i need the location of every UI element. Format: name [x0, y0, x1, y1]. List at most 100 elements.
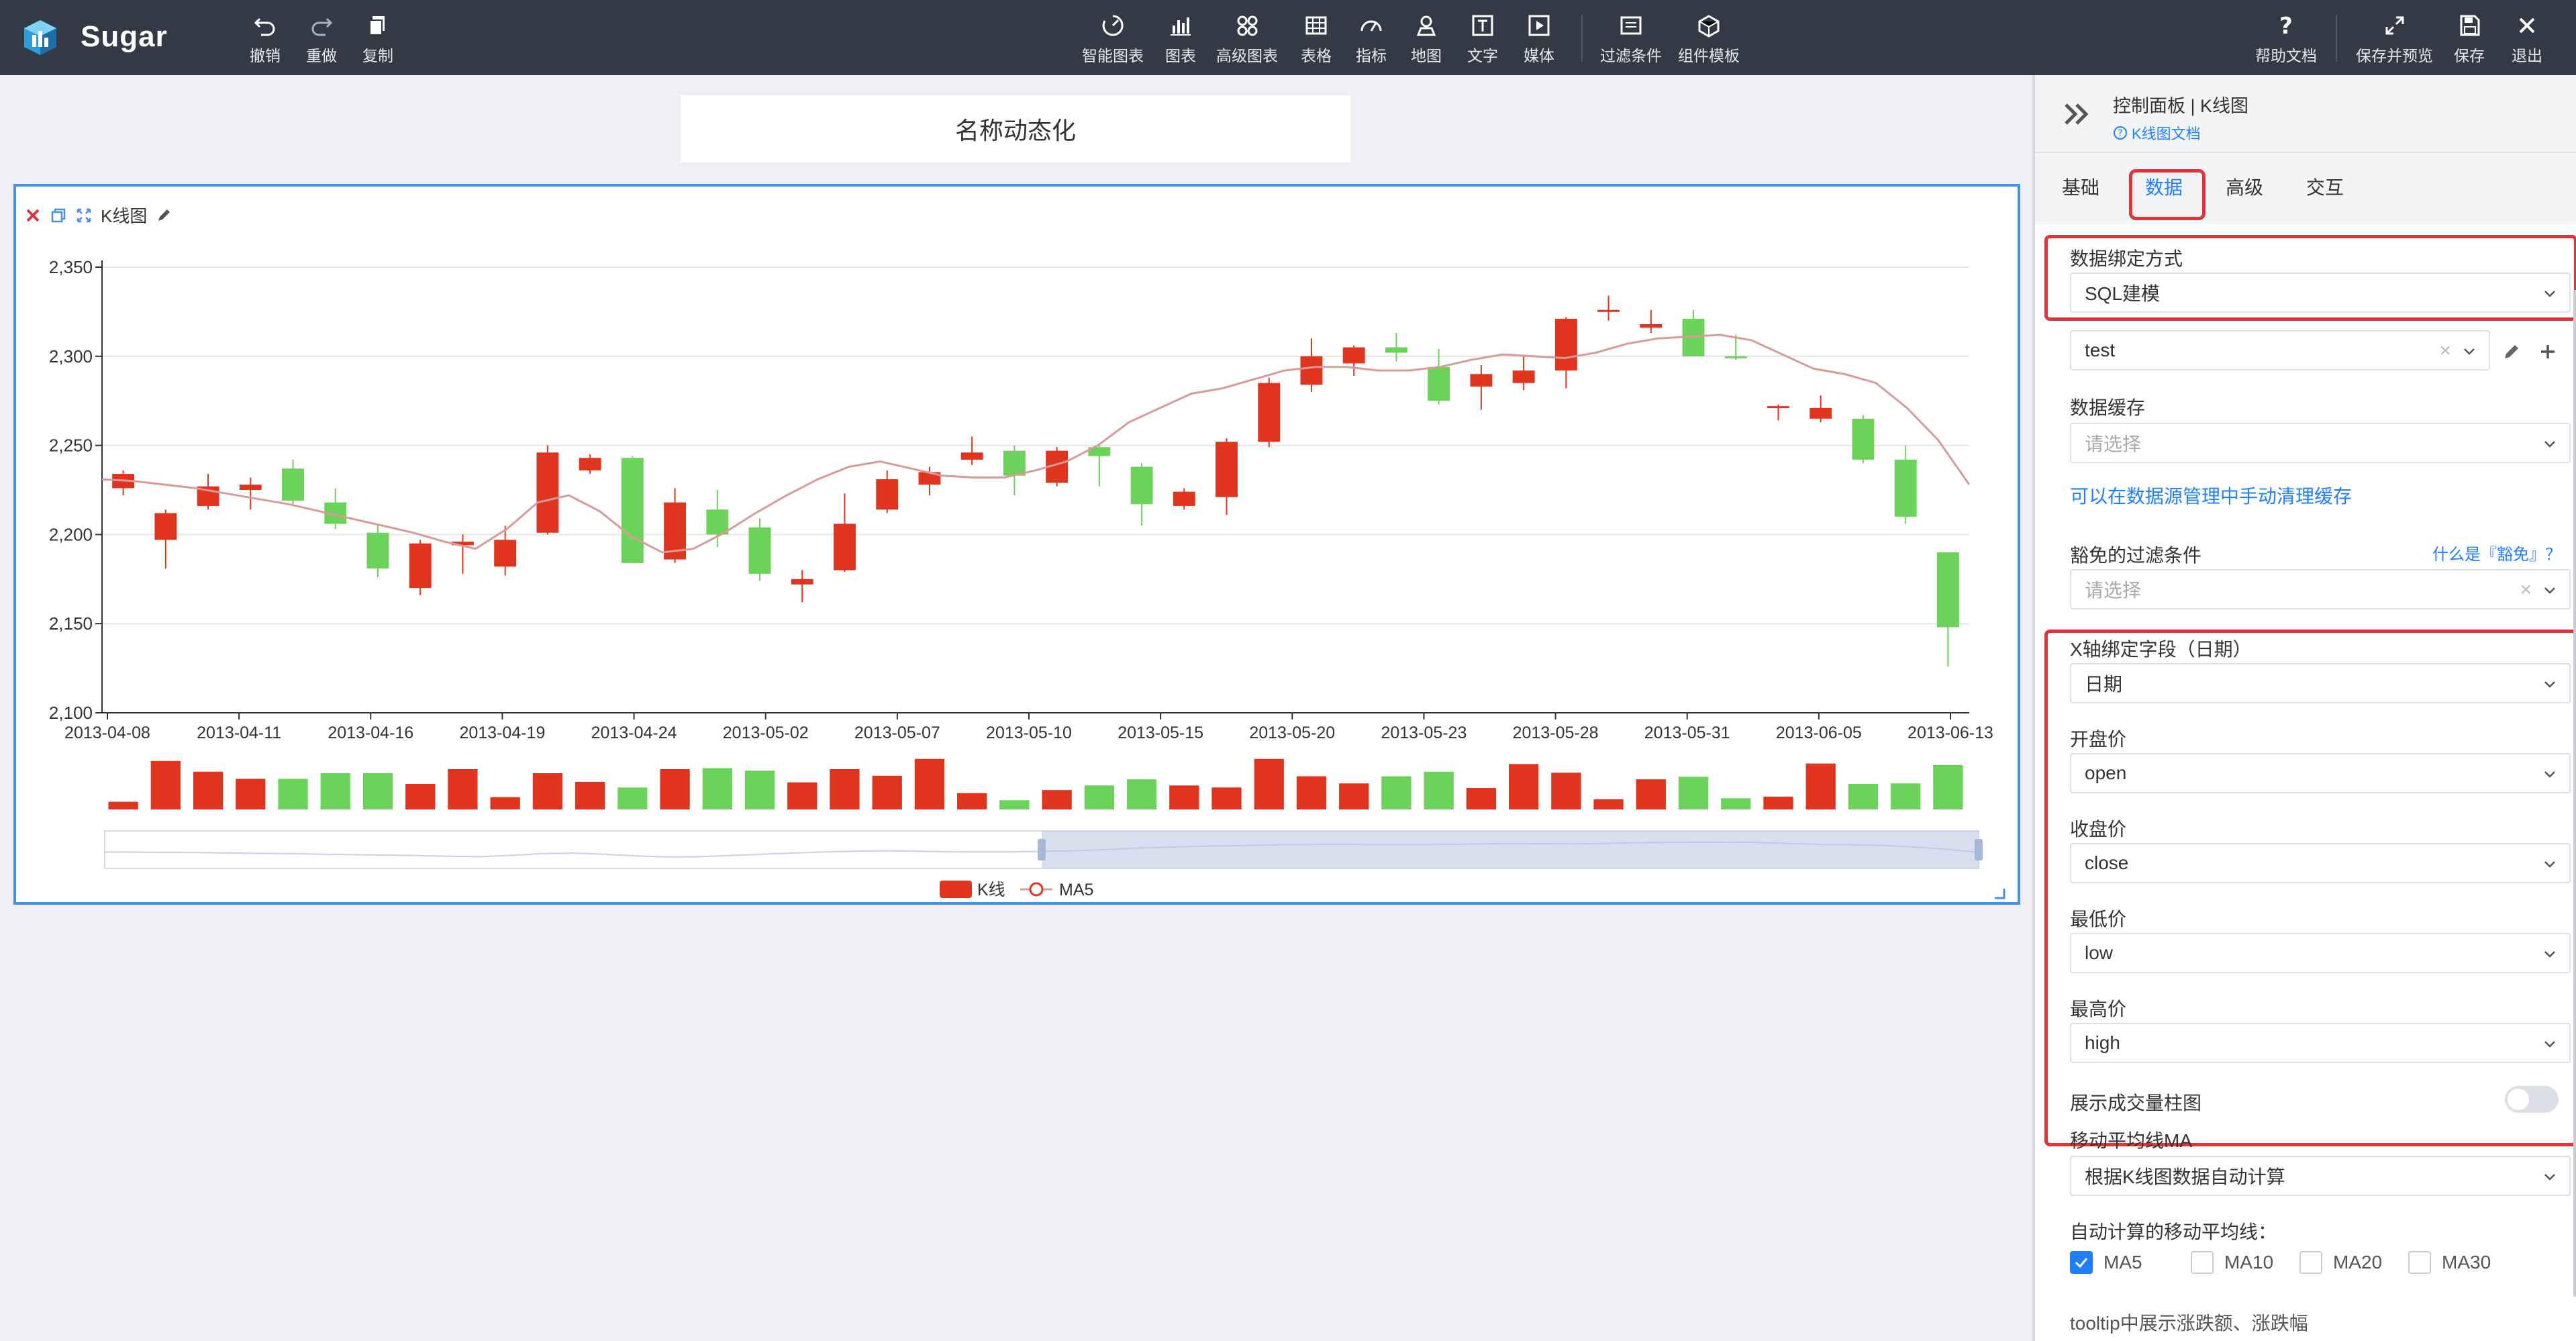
ma-select[interactable]: 根据K线图数据自动计算 — [2070, 1156, 2571, 1196]
volume-bar[interactable] — [490, 797, 520, 809]
volume-bar[interactable] — [278, 779, 308, 809]
ma10-checkbox[interactable]: MA10 — [2191, 1251, 2273, 1274]
candle-body[interactable] — [918, 472, 941, 485]
candle-body[interactable] — [409, 543, 432, 589]
exit-button[interactable]: 退出 — [2512, 12, 2542, 66]
candle-body[interactable] — [1852, 418, 1875, 460]
candle-body[interactable] — [494, 540, 517, 567]
smart-chart-button[interactable]: 智能图表 — [1082, 12, 1144, 66]
candle-body[interactable] — [1216, 442, 1238, 497]
candle-body[interactable] — [748, 527, 771, 574]
volume-bar[interactable] — [1211, 787, 1242, 809]
filter-button[interactable]: 过滤条件 — [1600, 12, 1662, 66]
volume-bar[interactable] — [1593, 799, 1624, 809]
volume-bar[interactable] — [1805, 763, 1836, 809]
close-price-select[interactable]: close — [2070, 843, 2571, 883]
x-axis-select[interactable]: 日期 — [2070, 663, 2571, 703]
volume-bar[interactable] — [1636, 779, 1666, 809]
candle-body[interactable] — [876, 479, 899, 510]
template-button[interactable]: 组件模板 — [1678, 12, 1740, 66]
metric-button[interactable]: 指标 — [1356, 12, 1387, 66]
legend-kline-label[interactable]: K线 — [977, 881, 1005, 899]
candle-body[interactable] — [834, 524, 856, 570]
table-button[interactable]: 表格 — [1301, 12, 1332, 66]
volume-toggle[interactable] — [2505, 1086, 2559, 1113]
candle-body[interactable] — [1088, 447, 1111, 456]
volume-bar[interactable] — [1296, 776, 1327, 809]
candle-body[interactable] — [1810, 407, 1832, 419]
cache-select[interactable]: 请选择 — [2070, 423, 2571, 463]
chart-button[interactable]: 图表 — [1165, 12, 1196, 66]
legend-ma5-label[interactable]: MA5 — [1059, 881, 1093, 899]
help-button[interactable]: ? 帮助文档 — [2255, 12, 2317, 66]
volume-bar[interactable] — [1084, 785, 1114, 809]
ma30-checkbox[interactable]: MA30 — [2408, 1251, 2491, 1274]
candle-body[interactable] — [154, 513, 177, 540]
volume-bar[interactable] — [1381, 776, 1411, 809]
panel-scrollbar[interactable] — [2573, 290, 2576, 1297]
candle-body[interactable] — [1428, 366, 1450, 401]
clear-icon[interactable]: × — [2439, 340, 2451, 362]
volume-bar[interactable] — [362, 773, 393, 809]
copy-button[interactable]: 复制 — [362, 12, 393, 66]
candle-body[interactable] — [1385, 347, 1407, 353]
volume-bar[interactable] — [1551, 773, 1581, 809]
advanced-chart-button[interactable]: 高级图表 — [1216, 12, 1278, 66]
candle-body[interactable] — [536, 452, 559, 533]
volume-bar[interactable] — [150, 760, 181, 809]
candle-body[interactable] — [1767, 406, 1789, 409]
candle-body[interactable] — [1130, 466, 1153, 505]
candle-body[interactable] — [1512, 370, 1535, 383]
model-select[interactable]: test × — [2070, 330, 2490, 370]
volume-bar[interactable] — [660, 768, 690, 809]
canvas-title-widget[interactable]: 名称动态化 — [681, 95, 1350, 162]
volume-bar[interactable] — [744, 771, 775, 809]
candle-body[interactable] — [579, 458, 601, 470]
media-button[interactable]: 媒体 — [1524, 12, 1554, 66]
redo-button[interactable]: 重做 — [306, 12, 337, 66]
tab-basic[interactable]: 基础 — [2062, 177, 2100, 198]
datazoom-handle-right[interactable] — [1975, 839, 1983, 860]
binding-select[interactable]: SQL建模 — [2070, 272, 2571, 313]
volume-bar[interactable] — [1466, 788, 1497, 809]
save-button[interactable]: 保存 — [2454, 12, 2485, 66]
doc-link[interactable]: ? K线图文档 — [2113, 122, 2201, 144]
candle-body[interactable] — [1724, 356, 1747, 358]
ma5-line[interactable] — [101, 334, 1971, 554]
volume-bar[interactable] — [1721, 798, 1751, 809]
fullscreen-icon[interactable] — [75, 207, 93, 224]
volume-bar[interactable] — [1042, 790, 1072, 809]
candle-body[interactable] — [1342, 347, 1365, 364]
map-button[interactable]: 地图 — [1411, 12, 1442, 66]
candle-body[interactable] — [1936, 552, 1959, 628]
edit-pencil-icon[interactable] — [155, 207, 172, 224]
volume-bar[interactable] — [1424, 771, 1454, 809]
tab-advanced[interactable]: 高级 — [2226, 177, 2264, 198]
resize-handle-icon[interactable] — [1995, 889, 2005, 899]
clear-icon[interactable]: × — [2520, 579, 2532, 601]
volume-bar[interactable] — [914, 758, 945, 809]
volume-bar[interactable] — [236, 779, 266, 809]
exempt-help-link[interactable]: 什么是『豁免』？ — [2432, 546, 2561, 564]
legend-kline-swatch[interactable] — [940, 881, 972, 898]
delete-icon[interactable] — [24, 207, 42, 224]
kline-chart[interactable]: 2,100 2,150 2,200 2,250 2,300 2,350 2013-04-08… — [16, 187, 2023, 905]
ma20-checkbox[interactable]: MA20 — [2299, 1251, 2382, 1274]
volume-bar[interactable] — [1763, 797, 1793, 809]
high-select[interactable]: high — [2070, 1023, 2571, 1063]
candle-body[interactable] — [1640, 324, 1663, 328]
legend-ma5-marker[interactable] — [1029, 882, 1044, 897]
volume-bar[interactable] — [617, 787, 648, 809]
volume-bar[interactable] — [575, 781, 605, 809]
text-button[interactable]: 文字 — [1467, 12, 1498, 66]
volume-bar[interactable] — [448, 768, 478, 809]
candle-body[interactable] — [1300, 356, 1323, 385]
candle-body[interactable] — [1554, 319, 1577, 371]
volume-bar[interactable] — [957, 793, 987, 809]
kline-chart-card[interactable]: K线图 2,100 2,150 2,200 2,250 2,300 2,350 2013-0… — [13, 184, 2020, 905]
add-icon[interactable] — [2537, 341, 2559, 362]
candle-body[interactable] — [366, 532, 389, 568]
candle-body[interactable] — [706, 509, 729, 535]
volume-bar[interactable] — [1848, 784, 1879, 809]
volume-bar[interactable] — [1169, 785, 1199, 809]
